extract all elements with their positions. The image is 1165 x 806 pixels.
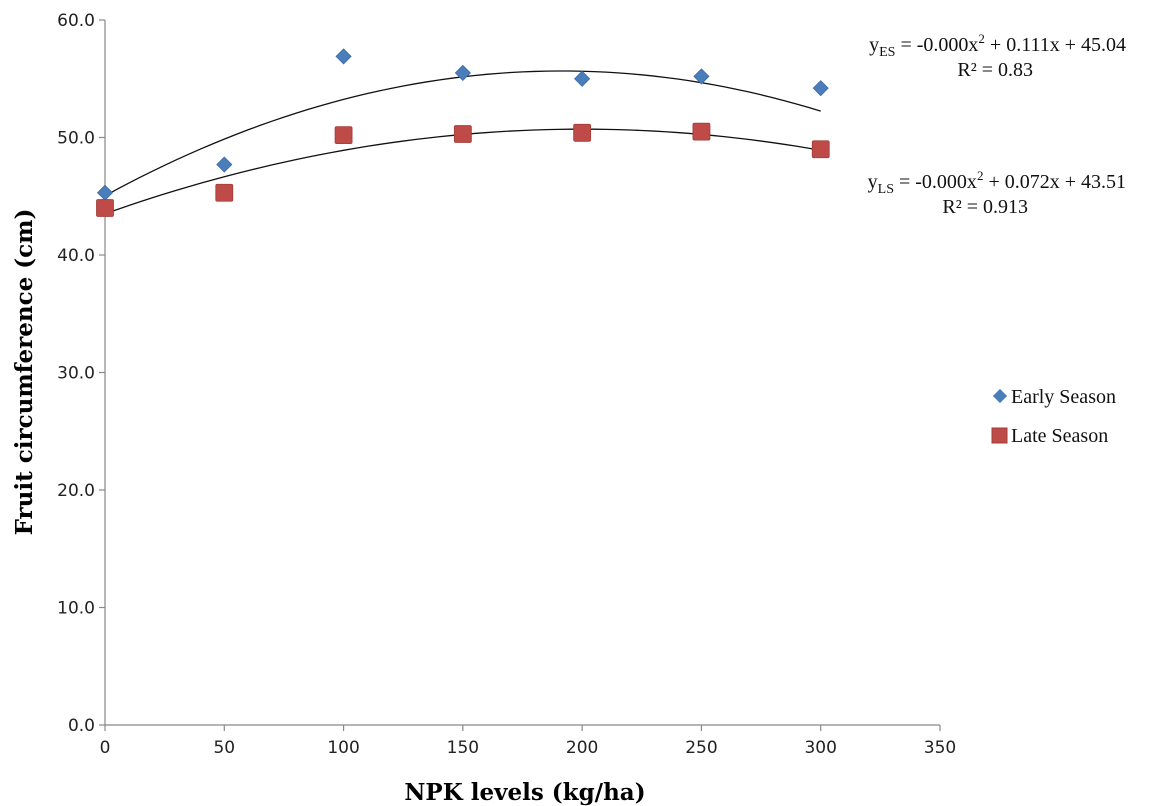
y-axis-title: Fruit circumference (cm) [11,209,38,536]
legend-marker-late-season [991,427,1008,444]
point-late-season [692,122,711,141]
x-tick-label: 350 [924,738,956,758]
point-early-season [335,48,352,65]
equation-late-season-formula: yLS = -0.000x2 + 0.072x + 43.51 [868,168,1126,197]
equation-late-season: yLS = -0.000x2 + 0.072x + 43.51 R² = 0.9… [868,168,1126,218]
legend-label-late-season: Late Season [1011,425,1108,447]
point-late-season [334,126,353,145]
x-tick-label: 150 [447,738,479,758]
equation-late-season-r2: R² = 0.913 [942,196,1028,218]
legend-marker-early-season [992,388,1008,404]
x-tick-label: 300 [804,738,836,758]
legend-item-early-season: Early Season [992,386,1116,408]
y-tick-label: 0.0 [68,716,95,736]
y-tick-label: 60.0 [57,11,95,31]
point-late-season [811,140,830,159]
point-early-season [454,64,471,81]
point-early-season [96,184,114,201]
point-early-season [574,70,591,87]
x-tick-label: 0 [100,738,111,758]
point-early-season [693,68,710,85]
y-tick-label: 20.0 [57,481,95,501]
x-tick-label: 100 [327,738,359,758]
point-early-season [812,80,829,97]
point-late-season [453,125,472,143]
legend-item-late-season: Late Season [991,425,1108,447]
x-axis-title: NPK levels (kg/ha) [404,779,645,806]
point-early-season [216,156,233,173]
equation-early-season: yES = -0.000x2 + 0.111x + 45.04 R² = 0.8… [869,31,1126,81]
point-late-season [96,199,114,217]
axes: 0.0 10.0 20.0 30.0 40.0 50.0 60.0 0 50 100 150 200 2… [57,11,956,758]
data-markers [96,48,830,217]
x-tick-label: 250 [685,738,717,758]
x-tick-label: 50 [213,738,235,758]
equation-early-season-r2: R² = 0.83 [957,59,1033,81]
legend: Early Season Late Season [991,386,1116,447]
y-tick-label: 30.0 [57,364,95,384]
point-late-season [573,123,592,142]
y-tick-label: 10.0 [57,599,95,619]
x-tick-label: 200 [566,738,598,758]
y-tick-label: 50.0 [57,129,95,149]
equation-early-season-formula: yES = -0.000x2 + 0.111x + 45.04 [869,31,1126,60]
y-tick-label: 40.0 [57,246,95,266]
point-late-season [215,183,234,202]
legend-label-early-season: Early Season [1011,386,1116,408]
